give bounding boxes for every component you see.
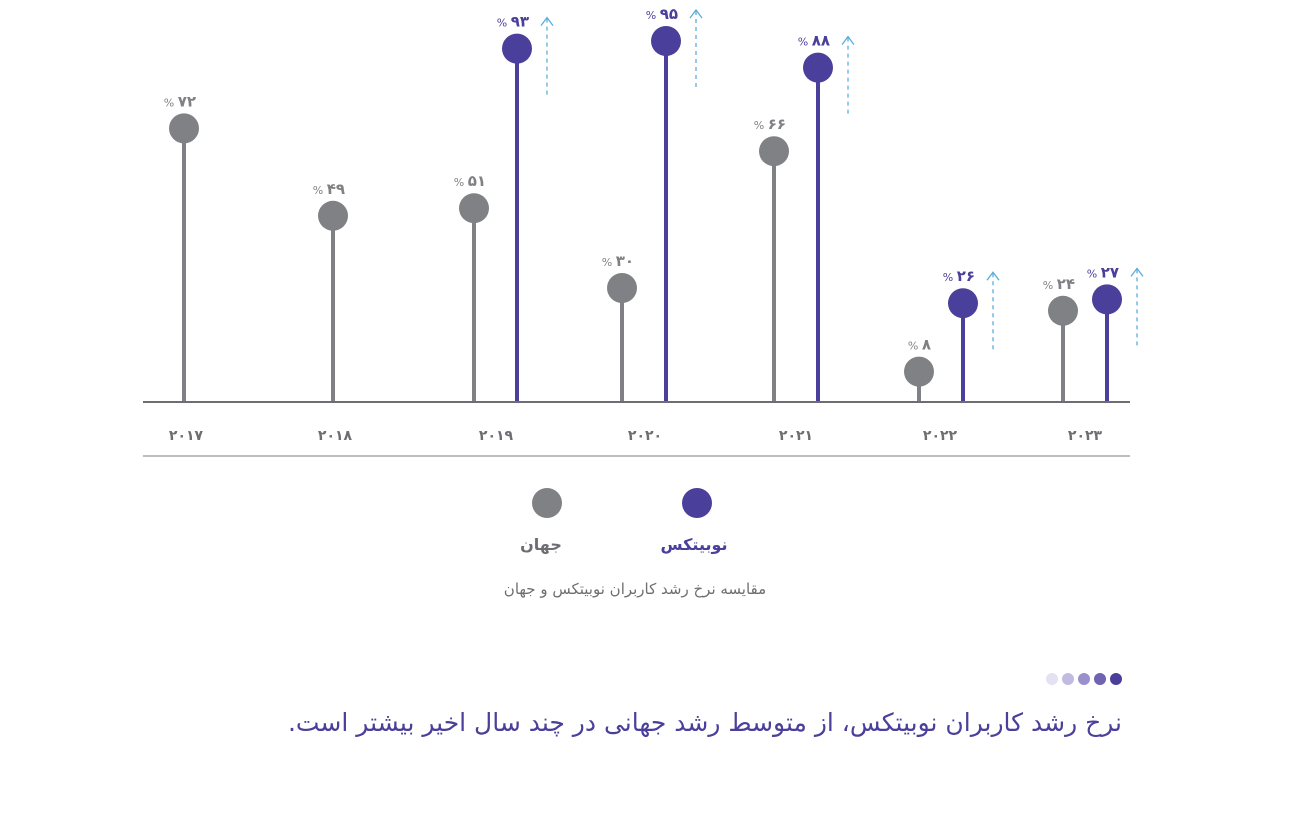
year-label-2017: ۲۰۱۷ (169, 428, 204, 444)
marker (948, 288, 978, 319)
year-label-2018: ۲۰۱۸ (318, 428, 353, 444)
year-label-2022: ۲۰۲۲ (923, 428, 958, 444)
chart-caption: مقایسه نرخ رشد کاربران نوبیتکس و جهان (503, 580, 767, 598)
year-label-2019: ۲۰۱۹ (479, 428, 514, 444)
value-label: % ۹۵ (646, 5, 678, 23)
value-label: % ۹۳ (497, 13, 529, 31)
year-label-2023: ۲۰۲۳ (1068, 428, 1103, 444)
pagination-dots (1046, 673, 1122, 685)
world-point-2019: % ۵۱ (454, 172, 489, 402)
world-point-2022: % ۸ (904, 336, 934, 402)
legend-nobitex-marker (682, 488, 712, 518)
up-arrow-icon (841, 35, 855, 116)
value-label: % ۷۲ (164, 92, 196, 110)
up-arrow-icon (986, 271, 1000, 352)
world-point-2020: % ۳۰ (602, 252, 637, 402)
value-label: % ۸۸ (798, 32, 830, 50)
nobitex-point-2022: % ۲۶ (943, 267, 1000, 402)
legend-world-marker (532, 488, 562, 518)
up-arrow-icon (540, 16, 554, 97)
marker (169, 113, 199, 144)
x-axis-labels: ۲۰۱۷ ۲۰۱۸ ۲۰۱۹ ۲۰۲۰ ۲۰۲۱ ۲۰۲۲ ۲۰۲۳ (169, 428, 1103, 444)
pagination-dot (1110, 673, 1122, 685)
marker (651, 26, 681, 56)
marker (1048, 295, 1078, 326)
pagination-dot (1078, 673, 1090, 685)
value-label: % ۵۱ (454, 172, 486, 190)
nobitex-point-2021: % ۸۸ (798, 32, 855, 402)
pagination-dot (1062, 673, 1074, 685)
value-label: % ۲۷ (1087, 263, 1119, 281)
world-point-2017: % ۷۲ (164, 92, 199, 402)
nobitex-point-2020: % ۹۵ (646, 5, 703, 402)
world-point-2018: % ۴۹ (313, 180, 348, 402)
marker (318, 200, 348, 231)
marker (759, 136, 789, 167)
nobitex-point-2023: % ۲۷ (1087, 263, 1144, 402)
world-point-2021: % ۶۶ (754, 115, 789, 402)
marker (502, 33, 532, 64)
pagination-dot (1094, 673, 1106, 685)
nobitex-point-2019: % ۹۳ (497, 13, 554, 402)
year-label-2021: ۲۰۲۱ (779, 428, 813, 444)
marker (607, 273, 637, 303)
legend-nobitex-label: نوبیتکس (660, 535, 727, 554)
marker (803, 52, 833, 83)
up-arrow-icon (1130, 267, 1144, 348)
headline-text: نرخ رشد کاربران نوبیتکس، از متوسط رشد جه… (287, 708, 1122, 737)
up-arrow-icon (689, 8, 703, 89)
value-label: % ۴۹ (313, 180, 345, 198)
nobitex-series: % ۹۳ % ۹۵ % ۸۸ % ۲۶ % ۲۷ (497, 5, 1144, 402)
legend-world-label: جهان (520, 535, 562, 554)
marker (1092, 284, 1122, 315)
value-label: % ۲۴ (1043, 275, 1075, 293)
pagination-dot (1046, 673, 1058, 685)
value-label: % ۲۶ (943, 267, 975, 285)
year-label-2020: ۲۰۲۰ (628, 428, 662, 444)
marker (459, 193, 489, 224)
value-label: % ۶۶ (754, 115, 786, 133)
world-point-2023: % ۲۴ (1043, 275, 1078, 402)
value-label: % ۳۰ (602, 252, 634, 270)
marker (904, 356, 934, 387)
world-series: % ۷۲ % ۴۹ % ۵۱ % ۳۰ % ۶۶ % ۸ % ۲۴ (164, 92, 1078, 402)
value-label: % ۸ (908, 336, 931, 354)
